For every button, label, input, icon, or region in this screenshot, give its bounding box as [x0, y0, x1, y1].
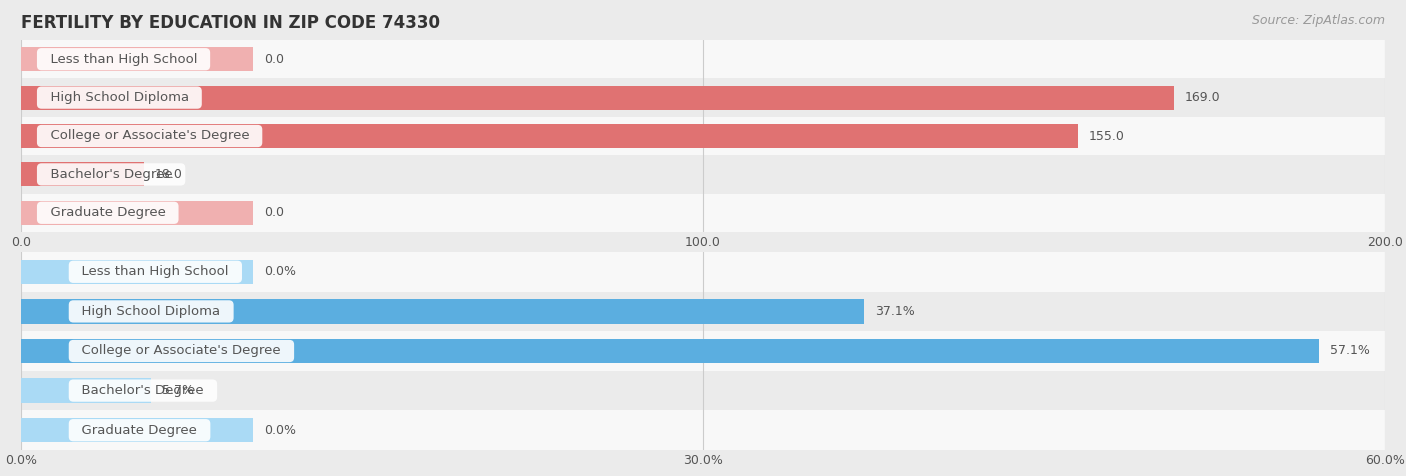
Bar [21, 201, 253, 225]
Bar [21, 117, 1385, 155]
Bar [21, 259, 253, 284]
Text: Less than High School: Less than High School [73, 265, 238, 278]
Bar [21, 331, 1385, 371]
Text: FERTILITY BY EDUCATION IN ZIP CODE 74330: FERTILITY BY EDUCATION IN ZIP CODE 74330 [21, 14, 440, 32]
Text: 5.7%: 5.7% [162, 384, 194, 397]
Text: College or Associate's Degree: College or Associate's Degree [42, 129, 257, 142]
Text: Bachelor's Degree: Bachelor's Degree [73, 384, 212, 397]
Text: High School Diploma: High School Diploma [42, 91, 197, 104]
Bar [21, 378, 150, 403]
Bar [21, 194, 1385, 232]
Text: 0.0: 0.0 [264, 206, 284, 219]
Text: Less than High School: Less than High School [42, 53, 205, 66]
Text: 0.0%: 0.0% [264, 424, 295, 436]
Text: Graduate Degree: Graduate Degree [73, 424, 205, 436]
Bar [21, 124, 1078, 148]
Bar [21, 299, 865, 324]
Bar [21, 155, 1385, 194]
Bar [21, 418, 253, 443]
Text: Graduate Degree: Graduate Degree [42, 206, 174, 219]
Bar [21, 292, 1385, 331]
Text: 0.0%: 0.0% [264, 265, 295, 278]
Bar [21, 252, 1385, 292]
Bar [21, 47, 253, 71]
Bar [21, 40, 1385, 79]
Bar [21, 86, 1174, 109]
Bar [21, 79, 1385, 117]
Text: 0.0: 0.0 [264, 53, 284, 66]
Bar [21, 339, 1319, 363]
Text: College or Associate's Degree: College or Associate's Degree [73, 345, 290, 357]
Text: 37.1%: 37.1% [876, 305, 915, 318]
Text: 18.0: 18.0 [155, 168, 183, 181]
Bar [21, 162, 143, 186]
Text: 155.0: 155.0 [1090, 129, 1125, 142]
Text: 57.1%: 57.1% [1330, 345, 1369, 357]
Bar [21, 371, 1385, 410]
Text: High School Diploma: High School Diploma [73, 305, 229, 318]
Bar [21, 410, 1385, 450]
Text: Source: ZipAtlas.com: Source: ZipAtlas.com [1251, 14, 1385, 27]
Text: Bachelor's Degree: Bachelor's Degree [42, 168, 181, 181]
Text: 169.0: 169.0 [1184, 91, 1220, 104]
